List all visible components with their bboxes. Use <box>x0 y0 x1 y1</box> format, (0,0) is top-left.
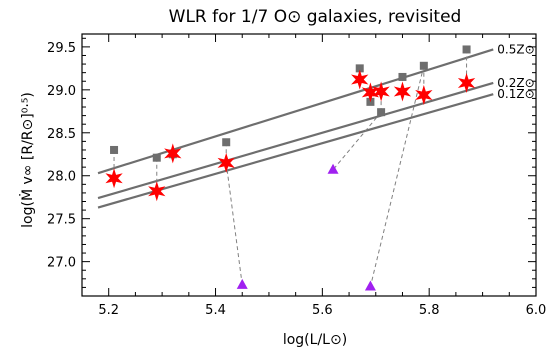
star-marker <box>148 181 166 202</box>
x-tick-label: 6.0 <box>526 303 547 318</box>
star-marker <box>351 69 369 90</box>
square-marker <box>398 72 407 81</box>
square-marker <box>462 45 471 54</box>
fit-line-label: 0.5Z⊙ <box>497 42 534 56</box>
x-axis-title: log(L/L⊙) <box>283 332 347 348</box>
star-marker <box>372 81 390 102</box>
triangle-marker <box>364 280 376 291</box>
star-marker <box>164 143 182 164</box>
connector-line <box>332 111 382 171</box>
x-tick-label: 5.2 <box>98 303 119 318</box>
square-marker <box>222 138 231 147</box>
fit-line-label: 0.1Z⊙ <box>497 87 534 101</box>
x-tick-label: 5.8 <box>419 303 440 318</box>
plot-area: 5.2 5.4 5.6 5.8 6.0 27.0 27.5 28.0 28.5 29.0 29.5 0… <box>47 33 547 318</box>
square-marker <box>355 64 364 73</box>
star-marker <box>457 72 476 93</box>
fit-line <box>97 81 494 200</box>
y-tick-label: 29.0 <box>47 84 76 99</box>
fit-line-label: 0.2Z⊙ <box>497 76 534 90</box>
fit-line <box>97 48 494 175</box>
star-marker <box>105 168 123 189</box>
connector-line <box>369 65 425 287</box>
y-tick-label: 28.0 <box>47 170 76 185</box>
connector-line <box>225 162 243 285</box>
y-tick-label: 27.5 <box>47 213 76 228</box>
chart-title: WLR for 1/7 O⊙ galaxies, revisited <box>169 7 462 27</box>
square-marker <box>110 145 119 154</box>
y-tick-label: 28.5 <box>47 127 76 142</box>
y-tick-label: 29.5 <box>47 41 76 56</box>
plot-frame <box>81 33 537 297</box>
fit-line <box>97 93 494 209</box>
star-marker <box>415 84 433 105</box>
triangle-marker <box>236 278 248 289</box>
y-axis-title: log(Ṁ v∞ [R/R⊙]⁰·⁵) <box>18 92 36 228</box>
star-marker <box>217 152 235 173</box>
triangle-marker <box>327 163 339 174</box>
x-tick-label: 5.6 <box>312 303 333 318</box>
star-marker <box>361 82 380 103</box>
y-tick-label: 27.0 <box>47 256 76 271</box>
star-marker <box>393 81 412 102</box>
square-marker <box>377 108 386 117</box>
square-marker <box>419 61 428 70</box>
square-marker <box>152 153 161 162</box>
x-tick-label: 5.4 <box>205 303 226 318</box>
